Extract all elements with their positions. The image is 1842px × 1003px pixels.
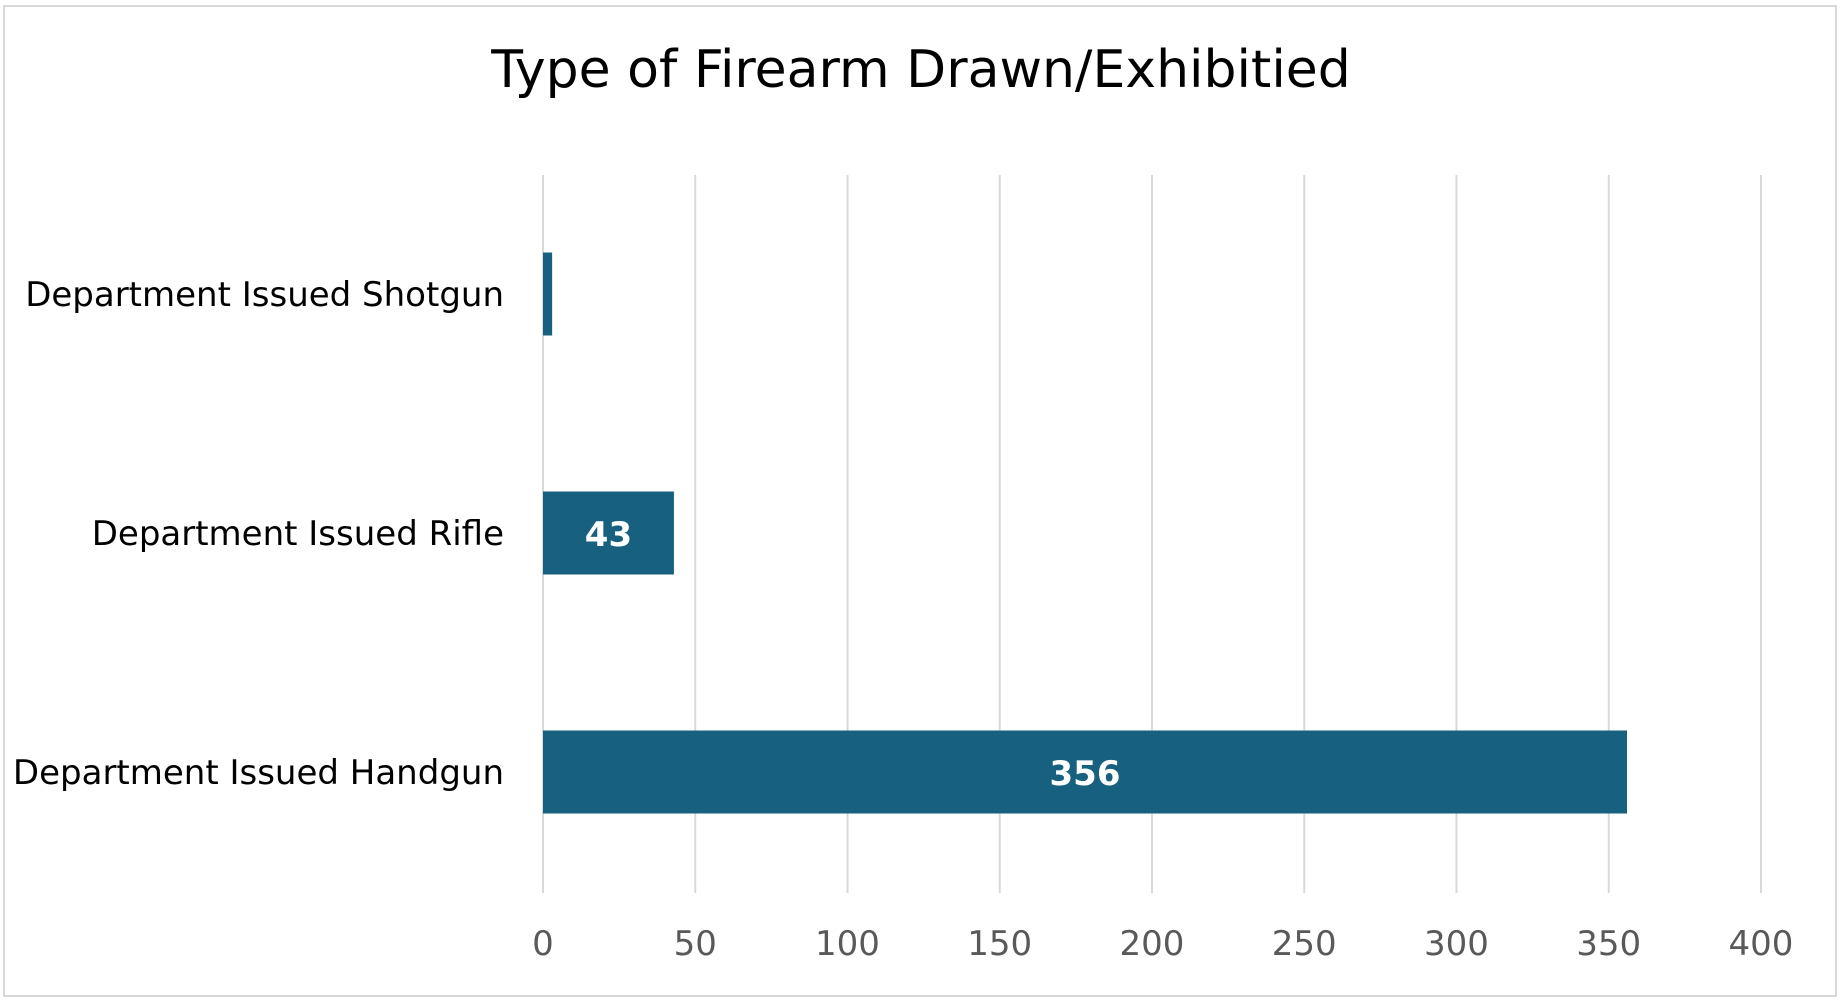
- category-label: Department Issued Shotgun: [25, 275, 504, 315]
- x-tick-label: 200: [1120, 924, 1185, 964]
- bar: [543, 252, 553, 336]
- x-tick-label: 250: [1272, 924, 1337, 964]
- data-label: 356: [1050, 754, 1121, 794]
- bar: [543, 730, 1628, 814]
- x-tick-label: 50: [674, 924, 717, 964]
- x-tick-label: 150: [967, 924, 1032, 964]
- chart-title: Type of Firearm Drawn/Exhibitied: [491, 40, 1351, 100]
- chart-frame: [3, 5, 1837, 997]
- bars: [543, 252, 1628, 814]
- category-label: Department Issued Handgun: [13, 753, 504, 793]
- x-tick-label: 400: [1729, 924, 1794, 964]
- x-tick-label: 0: [532, 924, 554, 964]
- x-tick-label: 350: [1576, 924, 1641, 964]
- bar: [543, 491, 674, 575]
- x-tick-label: 300: [1424, 924, 1489, 964]
- labels: 0 50 100 150 200 250 300 350 400 Department Issue…: [13, 275, 1794, 964]
- data-label: 43: [585, 515, 632, 555]
- x-tick-label: 100: [815, 924, 880, 964]
- category-label: Department Issued Rifle: [92, 514, 504, 554]
